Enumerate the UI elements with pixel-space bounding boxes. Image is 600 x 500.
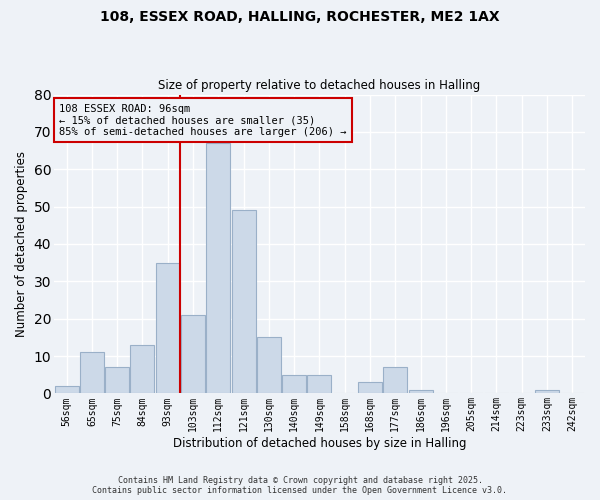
Bar (181, 315, 205, 394)
Bar (156, 262, 180, 394)
Bar (383, 368, 407, 394)
Bar (307, 374, 331, 394)
Text: 108 ESSEX ROAD: 96sqm
← 15% of detached houses are smaller (35)
85% of semi-deta: 108 ESSEX ROAD: 96sqm ← 15% of detached … (59, 104, 347, 136)
Bar (80, 352, 104, 394)
Bar (282, 374, 306, 394)
Bar (535, 390, 559, 394)
Bar (409, 390, 433, 394)
Bar (232, 210, 256, 394)
Text: 108, ESSEX ROAD, HALLING, ROCHESTER, ME2 1AX: 108, ESSEX ROAD, HALLING, ROCHESTER, ME2… (100, 10, 500, 24)
X-axis label: Distribution of detached houses by size in Halling: Distribution of detached houses by size … (173, 437, 466, 450)
Text: Contains HM Land Registry data © Crown copyright and database right 2025.
Contai: Contains HM Land Registry data © Crown c… (92, 476, 508, 495)
Bar (257, 338, 281, 394)
Y-axis label: Number of detached properties: Number of detached properties (15, 151, 28, 337)
Bar (130, 345, 154, 394)
Bar (55, 386, 79, 394)
Bar (206, 143, 230, 394)
Title: Size of property relative to detached houses in Halling: Size of property relative to detached ho… (158, 79, 481, 92)
Bar (105, 368, 129, 394)
Bar (358, 382, 382, 394)
